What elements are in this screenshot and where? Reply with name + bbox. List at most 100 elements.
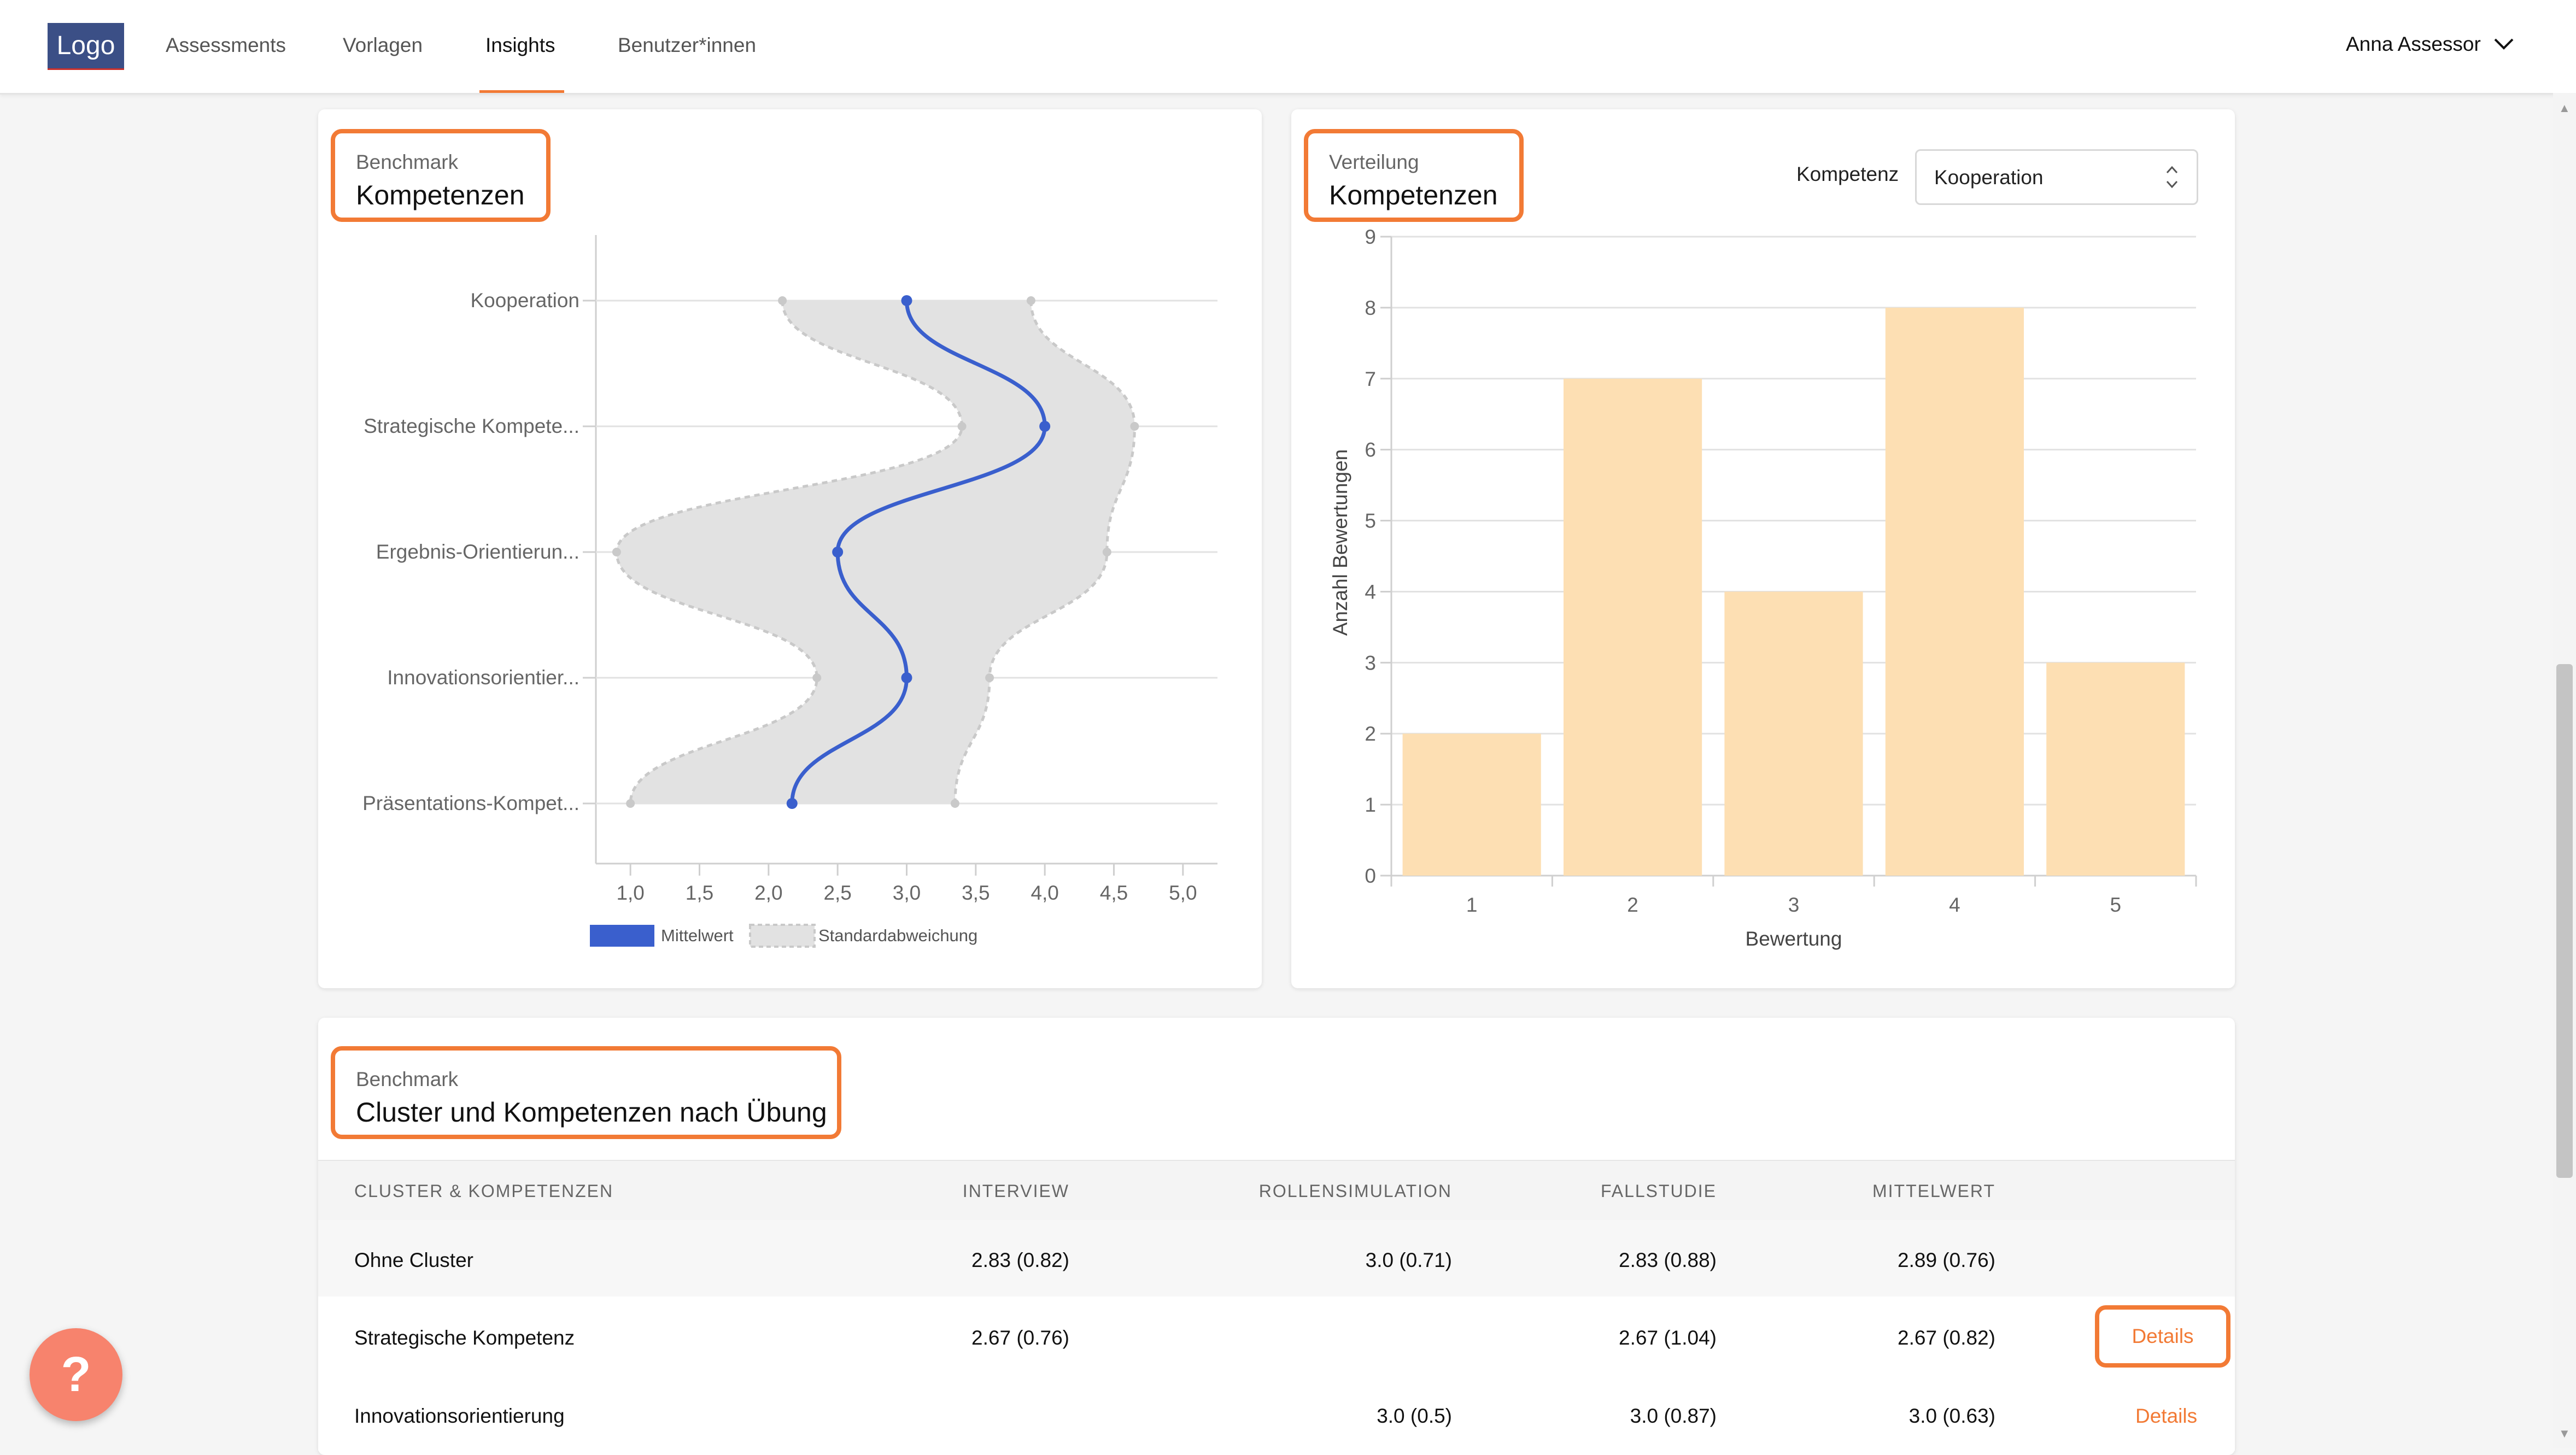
legend-label-mittelwert: Mittelwert bbox=[661, 926, 734, 945]
y-tick-label: 0 bbox=[1365, 865, 1376, 887]
distribution-title-box: Verteilung Kompetenzen bbox=[1304, 129, 1524, 222]
y-tick-label: 7 bbox=[1365, 368, 1376, 390]
y-axis-label: Anzahl Bewertungen bbox=[1329, 449, 1351, 636]
column-header-rollensimulation: ROLLENSIMULATION bbox=[1258, 1181, 1452, 1201]
kompetenz-select[interactable]: Kooperation bbox=[1915, 149, 2198, 205]
y-tick-label: Innovationsorientier... bbox=[387, 666, 579, 689]
x-tick-label: 4 bbox=[1949, 894, 1960, 916]
logo[interactable]: Logo bbox=[48, 23, 124, 70]
cell-interview: 2.67 (0.76) bbox=[971, 1327, 1069, 1349]
table-title-box: Benchmark Cluster und Kompetenzen nach Ü… bbox=[331, 1046, 841, 1139]
user-menu[interactable]: Anna Assessor bbox=[2346, 33, 2515, 56]
x-tick-label: 2 bbox=[1627, 894, 1638, 916]
nav-item-assessments[interactable]: Assessments bbox=[166, 34, 286, 56]
user-name: Anna Assessor bbox=[2346, 33, 2481, 55]
x-tick-label: 1,5 bbox=[686, 882, 713, 904]
card-title: Kompetenzen bbox=[356, 180, 525, 210]
x-tick-label: 5 bbox=[2110, 894, 2122, 916]
details-link-strategische-kompetenz[interactable]: Details bbox=[2095, 1305, 2230, 1368]
legend-swatch-mittelwert bbox=[590, 925, 654, 947]
cell-fallstudie: 3.0 (0.87) bbox=[1630, 1405, 1717, 1427]
scroll-down-arrow-icon[interactable]: ▼ bbox=[2559, 1427, 2571, 1440]
mean-line bbox=[790, 300, 1047, 804]
x-tick-label: 2,5 bbox=[823, 882, 851, 904]
x-tick-label: 2,0 bbox=[754, 882, 782, 904]
column-header-interview: INTERVIEW bbox=[962, 1181, 1069, 1201]
std-upper-point bbox=[950, 799, 959, 808]
bar-5 bbox=[2046, 662, 2185, 876]
top-navigation-bar bbox=[0, 0, 2576, 95]
bar-3 bbox=[1724, 591, 1863, 876]
card-subtitle: Verteilung bbox=[1329, 151, 1419, 173]
legend-label-standardabweichung: Standardabweichung bbox=[818, 926, 977, 945]
details-link-innovationsorientierung[interactable]: Details bbox=[2135, 1405, 2198, 1427]
bar-1 bbox=[1402, 734, 1541, 876]
distribution-bar-chart: 0 1 2 3 4 5 6 7 8 9 1 2 3 4 5 Bewertung Anzahl Bewertung… bbox=[1329, 226, 2197, 950]
y-tick-label: Kooperation bbox=[470, 289, 579, 312]
chevron-down-icon bbox=[2494, 38, 2514, 50]
x-tick-label: 3,0 bbox=[893, 882, 921, 904]
table-header-row bbox=[318, 1160, 2235, 1222]
x-axis-label: Bewertung bbox=[1746, 928, 1842, 950]
scroll-up-arrow-icon[interactable]: ▲ bbox=[2559, 101, 2571, 115]
y-tick-label: 3 bbox=[1365, 652, 1376, 674]
std-upper-point bbox=[1026, 296, 1035, 305]
column-header-mittelwert: MITTELWERT bbox=[1872, 1181, 1995, 1201]
column-header-fallstudie: FALLSTUDIE bbox=[1600, 1181, 1717, 1201]
bar-2 bbox=[1564, 378, 1702, 876]
cell-mittelwert: 2.89 (0.76) bbox=[1898, 1249, 1995, 1271]
y-tick-label: 8 bbox=[1365, 297, 1376, 319]
details-link-label: Details bbox=[2132, 1325, 2194, 1347]
card-title: Kompetenzen bbox=[1329, 180, 1498, 210]
help-button[interactable]: ? bbox=[30, 1328, 122, 1421]
cell-interview: 2.83 (0.82) bbox=[971, 1249, 1069, 1271]
mean-point bbox=[901, 672, 912, 683]
benchmark-line-chart: Kooperation Strategische Kompete... Ergebn… bbox=[362, 235, 1217, 948]
mean-point bbox=[1039, 421, 1051, 432]
std-upper-point bbox=[1130, 422, 1139, 431]
y-tick-label: 4 bbox=[1365, 580, 1376, 603]
benchmark-title-box: Benchmark Kompetenzen bbox=[331, 129, 551, 222]
card-title: Cluster und Kompetenzen nach Übung bbox=[356, 1097, 827, 1128]
cell-fallstudie: 2.83 (0.88) bbox=[1619, 1249, 1717, 1271]
std-upper-point bbox=[1102, 548, 1111, 556]
cell-fallstudie: 2.67 (1.04) bbox=[1619, 1327, 1717, 1349]
std-lower-point bbox=[612, 548, 621, 556]
mean-point bbox=[901, 295, 912, 306]
y-tick-label: 6 bbox=[1365, 439, 1376, 461]
x-tick-label: 4,5 bbox=[1100, 882, 1128, 904]
cell-mittelwert: 2.67 (0.82) bbox=[1898, 1327, 1995, 1349]
nav-item-insights[interactable]: Insights bbox=[485, 34, 555, 56]
y-tick-label: 2 bbox=[1365, 723, 1376, 745]
std-upper-point bbox=[985, 673, 994, 682]
nav-item-benutzerinnen[interactable]: Benutzer*innen bbox=[618, 34, 757, 56]
mean-point bbox=[786, 798, 798, 809]
x-tick-label: 3,5 bbox=[962, 882, 990, 904]
nav-item-vorlagen[interactable]: Vorlagen bbox=[343, 34, 423, 56]
std-lower-point bbox=[957, 422, 967, 431]
y-tick-label: Präsentations-Kompet... bbox=[362, 792, 579, 814]
column-header-cluster: CLUSTER & KOMPETENZEN bbox=[354, 1181, 614, 1201]
table-row bbox=[318, 1374, 2235, 1451]
std-lower-point bbox=[626, 799, 635, 808]
scrollbar-thumb[interactable] bbox=[2556, 664, 2573, 1178]
kompetenz-select-value: Kooperation bbox=[1934, 166, 2044, 189]
std-lower-point bbox=[778, 296, 787, 305]
std-lower-line bbox=[615, 300, 964, 804]
question-mark-icon: ? bbox=[61, 1347, 91, 1402]
y-tick-label: Ergebnis-Orientierun... bbox=[376, 541, 579, 563]
cell-name: Strategische Kompetenz bbox=[354, 1327, 575, 1349]
kompetenz-select-label: Kompetenz bbox=[1796, 163, 1899, 185]
x-tick-label: 3 bbox=[1788, 894, 1800, 916]
standard-deviation-band bbox=[616, 301, 1135, 803]
cell-name: Innovationsorientierung bbox=[354, 1405, 565, 1427]
card-subtitle: Benchmark bbox=[356, 1068, 459, 1090]
cell-rollensimulation: 3.0 (0.71) bbox=[1365, 1249, 1452, 1271]
cell-mittelwert: 3.0 (0.63) bbox=[1908, 1405, 1995, 1427]
card-subtitle: Benchmark bbox=[356, 151, 459, 173]
y-tick-label: 1 bbox=[1365, 794, 1376, 816]
bar-4 bbox=[1885, 307, 2024, 876]
mean-point bbox=[832, 547, 844, 558]
x-tick-label: 5,0 bbox=[1169, 882, 1197, 904]
x-tick-label: 1 bbox=[1466, 894, 1478, 916]
